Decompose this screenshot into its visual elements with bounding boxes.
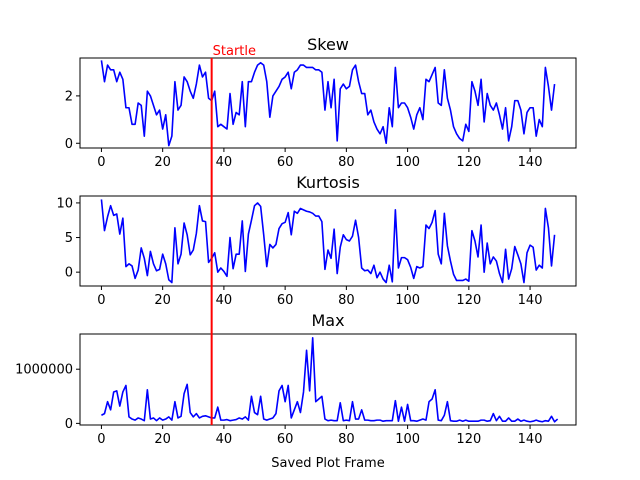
panel-2-xtick-label: 120 — [456, 293, 481, 308]
panel-1-ytick-label: 0 — [65, 137, 73, 152]
panel-1-xtick-label: 120 — [456, 155, 481, 170]
panel-1-axes-frame — [79, 57, 577, 149]
panel-1-ytick-label: 2 — [65, 89, 73, 104]
panel-2-xtick-label: 140 — [518, 293, 543, 308]
panel-3-xtick-label: 80 — [338, 432, 355, 447]
panel-2-xtick-label: 0 — [97, 293, 105, 308]
panel-3-xtick-label: 120 — [456, 432, 481, 447]
panel-2-ytick-label: 10 — [56, 196, 73, 211]
panel-3-xtick-label: 20 — [154, 432, 171, 447]
panel-3-xtick-label: 140 — [518, 432, 543, 447]
panel-2-xtick-label: 100 — [395, 293, 420, 308]
panel-3-axes-frame — [79, 333, 577, 426]
panel-3-title: Max — [311, 311, 344, 330]
panel-2-axes-frame — [79, 195, 577, 287]
panel-2-xtick-label: 60 — [277, 293, 294, 308]
x-axis-label: Saved Plot Frame — [271, 456, 384, 471]
panel-2-xtick-label: 20 — [154, 293, 171, 308]
panel-1-xtick-label: 100 — [395, 155, 420, 170]
panel-2-ytick-label: 0 — [65, 266, 73, 281]
panel-1-xtick-label: 60 — [277, 155, 294, 170]
panel-3-series-line — [101, 336, 559, 423]
panel-2-series-line — [100, 199, 556, 284]
panel-1-xtick-label: 0 — [97, 155, 105, 170]
panel-2-xtick-label: 40 — [216, 293, 233, 308]
panel-1-xtick-label: 20 — [154, 155, 171, 170]
panel-3-xtick-label: 60 — [277, 432, 294, 447]
panel-1-series-line — [100, 60, 556, 147]
panel-1-title: Skew — [307, 35, 349, 54]
panel-3-ytick-label: 0 — [65, 417, 73, 432]
panel-1-xtick-label: 140 — [518, 155, 543, 170]
panel-3-xtick-label: 0 — [97, 432, 105, 447]
panel-2-title: Kurtosis — [296, 173, 360, 192]
panel-3-xtick-label: 100 — [395, 432, 420, 447]
panel-1-xtick-label: 80 — [338, 155, 355, 170]
panel-3-xtick-label: 40 — [216, 432, 233, 447]
panel-2-xtick-label: 80 — [338, 293, 355, 308]
panel-2-ytick-label: 5 — [65, 231, 73, 246]
panel-1-xtick-label: 40 — [216, 155, 233, 170]
panel-3-ytick-label: 1000000 — [15, 363, 73, 378]
startle-label: Startle — [213, 44, 256, 59]
